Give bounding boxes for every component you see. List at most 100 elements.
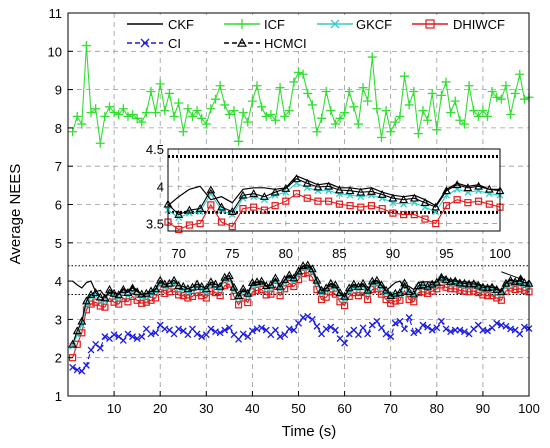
series-point-hcmci [460, 278, 469, 287]
series-point-icf [303, 88, 313, 98]
series-point-icf [418, 106, 428, 116]
legend-marker-dhiwcf [425, 19, 435, 29]
inset-point-gkcf [378, 194, 386, 202]
series-point-ci [78, 367, 86, 375]
series-point-icf [298, 69, 308, 79]
series-point-ci [461, 328, 468, 336]
plot-frame [67, 12, 530, 397]
series-point-icf [257, 102, 267, 112]
series-point-dhiwcf [447, 285, 455, 293]
series-point-hcmci [363, 285, 373, 294]
series-point-ci [119, 337, 127, 344]
series-point-icf [270, 115, 280, 125]
series-point-hcmci [367, 276, 377, 285]
series-point-icf [312, 127, 322, 137]
series-point-hcmci [478, 282, 488, 291]
series-point-icf [496, 94, 506, 104]
tick-labels: 10 20 30 40 50 60 70 80 90 100 1 2 3 4 5 6 7 8 9 10 11 [48, 6, 540, 416]
series-point-ci [396, 317, 404, 325]
series-point-ci [276, 333, 284, 341]
series-point-ci [110, 331, 118, 339]
series-point-dhiwcf [276, 292, 284, 300]
inset-point-hcmci [324, 181, 334, 190]
series-point-ci [322, 325, 330, 333]
series-point-hcmci [100, 293, 110, 302]
series-point-dhiwcf [253, 286, 261, 294]
series-point-dhiwcf [433, 285, 441, 293]
series-point-ci [207, 325, 215, 333]
series-point-icf [455, 115, 465, 125]
inset-point-hcmci [334, 185, 344, 194]
x-tick-label: 20 [153, 401, 167, 416]
inset-point-gkcf [207, 190, 215, 198]
series-point-icf [201, 119, 211, 129]
inset-point-hcmci [399, 195, 409, 204]
inset-x-tick-label: 80 [279, 246, 293, 261]
inset-point-dhiwcf [464, 199, 472, 207]
legend-marker-gkcf [330, 19, 340, 29]
series-point-dhiwcf [124, 298, 132, 306]
series-point-dhiwcf [516, 285, 524, 293]
series-point-icf [321, 87, 331, 97]
series-point-hcmci [400, 278, 409, 287]
y-axis-label: Average NEES [7, 164, 24, 265]
inset-point-hcmci [377, 189, 387, 198]
series-point-icf [395, 111, 405, 121]
series-point-icf [164, 88, 174, 98]
series-point-ci [437, 317, 445, 325]
series-point-ci [225, 324, 233, 332]
series-point-ci [248, 327, 256, 335]
series-point-dhiwcf [387, 299, 395, 307]
y-tick-label: 10 [48, 44, 62, 59]
series-point-icf [169, 111, 179, 121]
series-point-ci [387, 333, 395, 341]
series-point-dhiwcf [456, 286, 464, 294]
series-point-icf [81, 41, 91, 51]
x-tick-label: 70 [383, 401, 397, 416]
y-tick-label: 11 [49, 6, 63, 21]
x-tick-label: 40 [245, 401, 259, 416]
series-point-dhiwcf [290, 282, 298, 291]
series-point-icf [307, 100, 317, 110]
series-point-ci [258, 324, 266, 332]
series-point-icf [151, 108, 161, 118]
series-point-icf [91, 104, 101, 114]
series-point-hcmci [349, 279, 359, 288]
series-point-dhiwcf [442, 283, 450, 291]
y-tick-label: 1 [55, 389, 62, 404]
series-point-hcmci [105, 284, 114, 293]
series-point-icf [478, 106, 488, 116]
series-point-icf [178, 127, 188, 137]
legend-label-ci: CI [168, 36, 181, 51]
inset-point-hcmci [367, 186, 376, 195]
series-point-ci [447, 328, 455, 336]
series-point-dhiwcf [138, 299, 146, 307]
series-point-ci [401, 325, 408, 333]
series-point-dhiwcf [488, 292, 496, 300]
series-point-dhiwcf [419, 288, 427, 296]
series-point-icf [404, 100, 414, 110]
series-point-dhiwcf [175, 291, 183, 299]
series-point-hcmci [298, 261, 308, 270]
series-point-dhiwcf [198, 292, 206, 300]
series-point-ci [138, 333, 146, 341]
series-point-icf [95, 138, 105, 148]
series-point-ci [304, 312, 312, 320]
series-point-hcmci [72, 326, 82, 335]
series-point-ci [184, 331, 192, 339]
legend-label-hcmci: HCMCI [264, 36, 307, 51]
inset-point-dhiwcf [250, 203, 258, 211]
series-point-dhiwcf [405, 295, 413, 304]
series-point-hcmci [446, 276, 456, 285]
series-point-hcmci [271, 273, 280, 282]
series-point-icf [515, 69, 525, 79]
series-point-ci [290, 326, 298, 334]
inset-point-dhiwcf [421, 215, 429, 223]
x-axis-label: Time (s) [282, 423, 336, 440]
series-line-icf [72, 45, 530, 144]
y-tick-label: 9 [55, 83, 62, 98]
series-point-dhiwcf [216, 292, 224, 300]
inset-point-dhiwcf [485, 200, 493, 208]
series-point-dhiwcf [479, 291, 487, 299]
y-tick-label: 5 [55, 236, 62, 251]
